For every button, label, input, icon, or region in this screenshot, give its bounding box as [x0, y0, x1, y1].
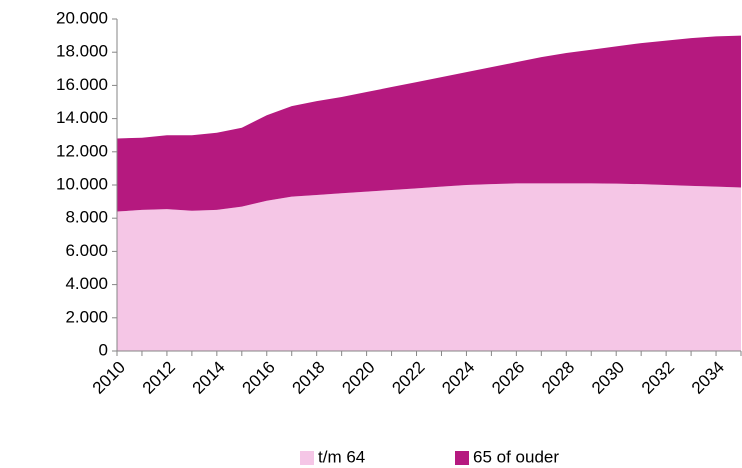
y-tick-label: 6.000 [65, 241, 108, 260]
y-tick-label: 20.000 [56, 8, 108, 27]
x-tick-label: 2032 [638, 358, 678, 398]
x-tick-label: 2012 [139, 358, 179, 398]
x-tick-label: 2014 [189, 358, 229, 398]
x-tick-label: 2020 [338, 358, 378, 398]
area [117, 35, 741, 212]
legend-swatch [455, 451, 469, 465]
y-tick-label: 16.000 [56, 75, 108, 94]
y-tick-label: 8.000 [65, 208, 108, 227]
y-tick-label: 12.000 [56, 141, 108, 160]
y-tick-label: 4.000 [65, 274, 108, 293]
y-tick-label: 2.000 [65, 307, 108, 326]
x-tick-label: 2028 [538, 358, 578, 398]
y-tick-label: 0 [99, 340, 108, 359]
x-tick-label: 2016 [239, 358, 279, 398]
y-tick-label: 14.000 [56, 108, 108, 127]
x-tick-label: 2030 [588, 358, 628, 398]
y-tick-label: 18.000 [56, 42, 108, 61]
area [117, 183, 741, 351]
x-tick-label: 2010 [89, 358, 129, 398]
x-tick-label: 2018 [288, 358, 328, 398]
legend-label: 65 of ouder [473, 447, 559, 466]
legend-label: t/m 64 [318, 447, 365, 466]
x-tick-label: 2034 [688, 358, 728, 398]
legend-swatch [300, 451, 314, 465]
x-tick-label: 2022 [388, 358, 428, 398]
x-tick-label: 2026 [488, 358, 528, 398]
y-tick-label: 10.000 [56, 174, 108, 193]
x-tick-label: 2024 [438, 358, 478, 398]
